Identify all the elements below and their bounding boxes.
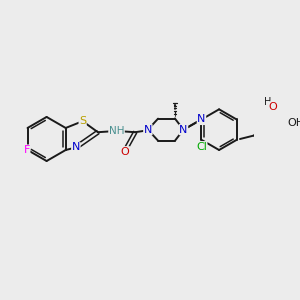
- Text: N: N: [179, 125, 188, 135]
- Text: OH: OH: [287, 118, 300, 128]
- Text: N: N: [144, 125, 152, 135]
- Text: O: O: [268, 102, 277, 112]
- Text: S: S: [79, 116, 86, 126]
- Text: N: N: [72, 142, 80, 152]
- Text: NH: NH: [109, 125, 124, 136]
- Text: O: O: [121, 147, 129, 157]
- Text: Cl: Cl: [196, 142, 207, 152]
- Text: F: F: [23, 145, 30, 155]
- Text: N: N: [197, 115, 206, 124]
- Text: H: H: [263, 97, 271, 107]
